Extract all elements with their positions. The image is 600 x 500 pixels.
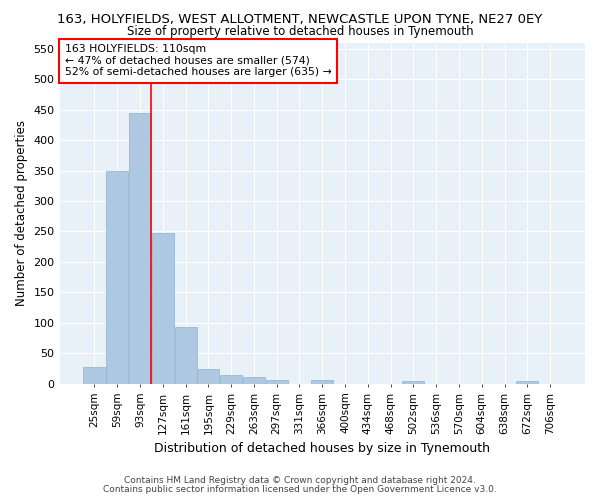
Text: 163, HOLYFIELDS, WEST ALLOTMENT, NEWCASTLE UPON TYNE, NE27 0EY: 163, HOLYFIELDS, WEST ALLOTMENT, NEWCAST… bbox=[58, 12, 542, 26]
Text: 163 HOLYFIELDS: 110sqm
← 47% of detached houses are smaller (574)
52% of semi-de: 163 HOLYFIELDS: 110sqm ← 47% of detached… bbox=[65, 44, 332, 78]
Bar bbox=[516, 381, 538, 384]
X-axis label: Distribution of detached houses by size in Tynemouth: Distribution of detached houses by size … bbox=[154, 442, 490, 455]
Bar bbox=[266, 380, 288, 384]
Y-axis label: Number of detached properties: Number of detached properties bbox=[15, 120, 28, 306]
Bar bbox=[311, 380, 334, 384]
Bar bbox=[129, 112, 151, 384]
Bar bbox=[152, 232, 174, 384]
Bar bbox=[403, 381, 424, 384]
Bar bbox=[197, 368, 220, 384]
Bar bbox=[220, 376, 242, 384]
Bar bbox=[83, 367, 106, 384]
Bar bbox=[106, 170, 128, 384]
Text: Contains public sector information licensed under the Open Government Licence v3: Contains public sector information licen… bbox=[103, 484, 497, 494]
Bar bbox=[243, 377, 265, 384]
Text: Size of property relative to detached houses in Tynemouth: Size of property relative to detached ho… bbox=[127, 25, 473, 38]
Bar bbox=[175, 327, 197, 384]
Text: Contains HM Land Registry data © Crown copyright and database right 2024.: Contains HM Land Registry data © Crown c… bbox=[124, 476, 476, 485]
